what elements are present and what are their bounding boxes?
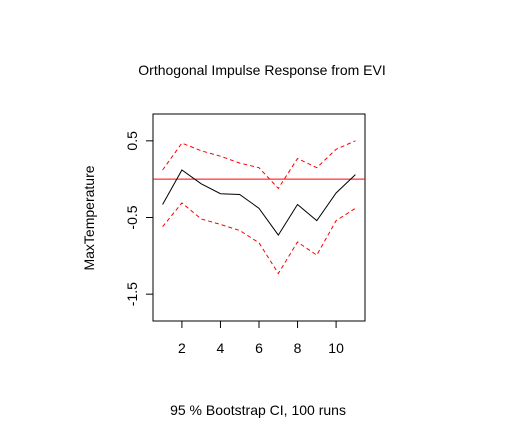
chart-title: Orthogonal Impulse Response from EVI xyxy=(138,62,385,78)
chart-marks xyxy=(153,140,365,275)
axis-ticks: 2 4 6 8 10 0.5 -0.5 -1.5 xyxy=(124,131,344,356)
x-tick-label: 6 xyxy=(255,340,263,356)
response-series-line xyxy=(162,169,356,236)
x-tick-label: 4 xyxy=(217,340,225,356)
y-tick-label: -1.5 xyxy=(124,282,140,306)
y-tick-label: -0.5 xyxy=(124,205,140,229)
lower-series-line xyxy=(162,202,356,275)
plot-frame xyxy=(152,113,366,322)
x-tick-label: 10 xyxy=(328,340,344,356)
x-tick-label: 2 xyxy=(178,340,186,356)
upper-series-line xyxy=(162,140,356,190)
x-tick-label: 8 xyxy=(294,340,302,356)
y-axis-label: MaxTemperature xyxy=(81,165,97,270)
y-tick-label: 0.5 xyxy=(124,131,140,151)
x-axis-label: 95 % Bootstrap CI, 100 runs xyxy=(170,402,346,418)
